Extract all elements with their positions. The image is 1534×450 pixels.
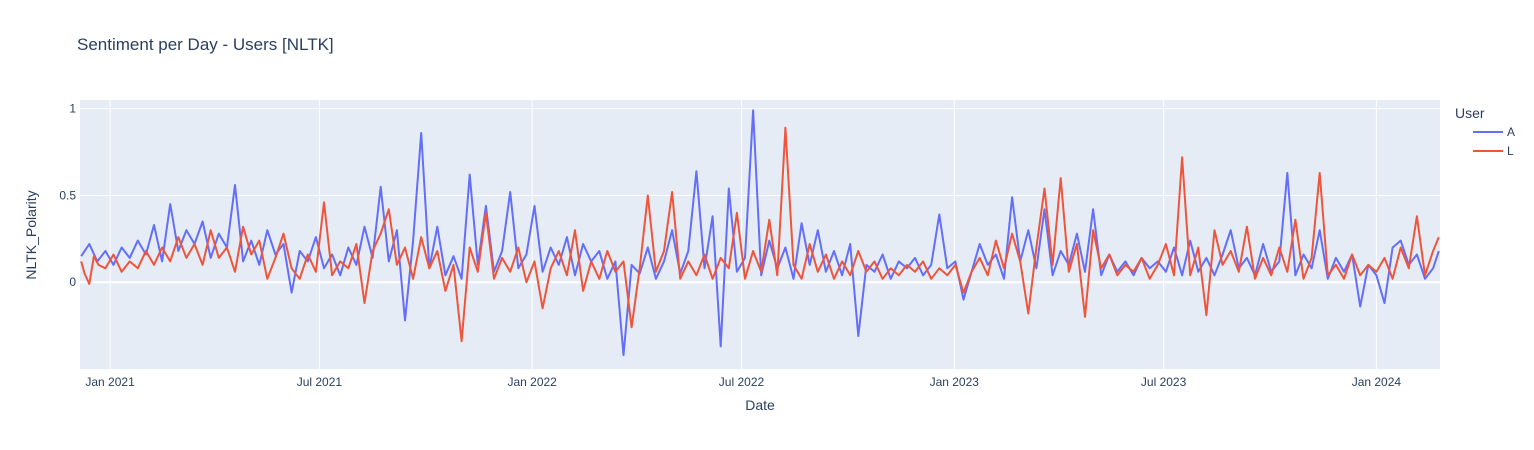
x-tick-label: Jul 2022 [719, 375, 765, 389]
x-tick-label: Jan 2021 [85, 375, 135, 389]
y-axis-title: NLTK_Polarity [23, 190, 39, 279]
y-tick-label: 0.5 [59, 188, 76, 202]
series-line-l [80, 126, 1440, 343]
legend-label-l: L [1507, 144, 1514, 158]
x-tick-label: Jan 2023 [930, 375, 980, 389]
series-line-a [80, 109, 1440, 357]
y-tick-label: 0 [69, 275, 76, 289]
chart-title: Sentiment per Day - Users [NLTK] [77, 35, 334, 54]
x-tick-label: Jan 2022 [507, 375, 557, 389]
y-tick-labels: 00.51 [59, 102, 76, 290]
series-layer [80, 109, 1440, 357]
x-axis-title: Date [745, 397, 775, 413]
x-tick-labels: Jan 2021 Jul 2021 Jan 2022 Jul 2022 Jan 2023… [85, 375, 1401, 389]
y-gridlines [80, 108, 1440, 284]
x-tick-label: Jan 2024 [1352, 375, 1402, 389]
legend-item-l[interactable]: L [1473, 144, 1514, 158]
x-tick-label: Jul 2023 [1141, 375, 1187, 389]
legend-item-a[interactable]: A [1473, 125, 1515, 139]
y-tick-label: 1 [69, 102, 76, 116]
legend[interactable]: User A L [1455, 105, 1515, 158]
x-tick-label: Jul 2021 [297, 375, 343, 389]
legend-title: User [1455, 105, 1485, 121]
legend-label-a: A [1507, 125, 1515, 139]
